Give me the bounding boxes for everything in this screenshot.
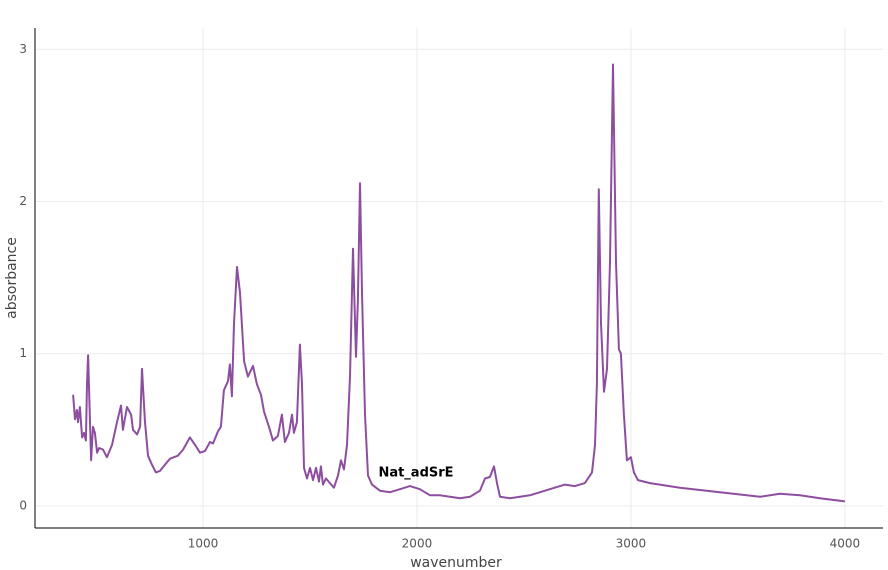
y-tick-label: 0 (19, 498, 27, 512)
y-tick-label: 3 (19, 42, 27, 56)
y-tick-label: 1 (19, 346, 27, 360)
x-tick-label: 1000 (188, 537, 219, 551)
x-tick-label: 3000 (616, 537, 647, 551)
x-tick-label: 4000 (830, 537, 861, 551)
x-axis-title: wavenumber (410, 555, 502, 570)
annotation: Nat_adSrE (378, 466, 453, 481)
y-axis-title: absorbance (4, 237, 20, 319)
y-tick-label: 2 (19, 194, 27, 208)
x-tick-label: 2000 (402, 537, 433, 551)
spectrum-line (72, 63, 846, 503)
